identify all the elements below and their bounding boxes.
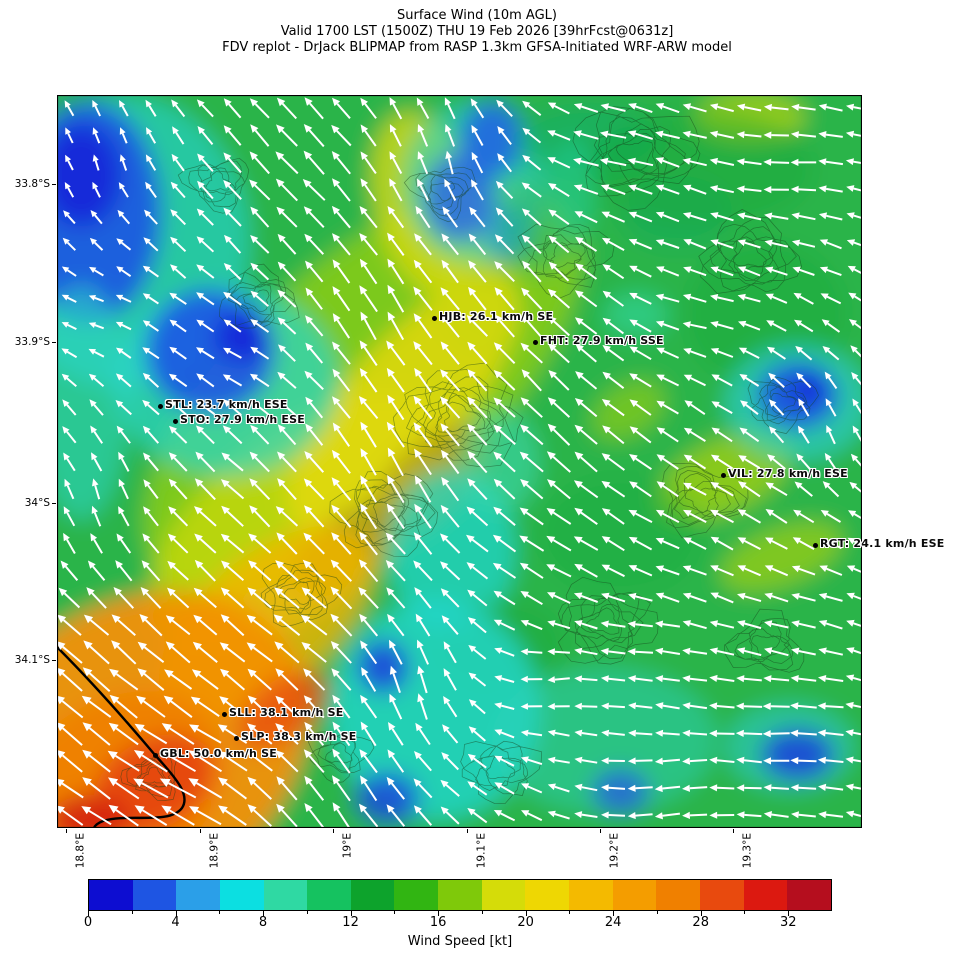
x-axis-tick	[733, 829, 734, 833]
colorbar-tick-value: 24	[604, 915, 622, 930]
colorbar-segment-0-2kt	[89, 880, 133, 910]
colorbar-tick-26	[656, 911, 658, 914]
y-axis-tick-label: 33.8°S	[14, 178, 50, 190]
colorbar-tick-32	[788, 911, 790, 916]
colorbar-label: Wind Speed [kt]	[407, 934, 513, 949]
x-axis-tick-label: 19.2°E	[608, 833, 620, 869]
colorbar-tick-22	[569, 911, 571, 914]
colorbar-segment-32-34kt	[787, 880, 831, 910]
colorbar-tick-value: 28	[692, 915, 709, 930]
x-axis-tick-label: 18.8°E	[74, 833, 86, 869]
x-axis-tick-label: 19.3°E	[741, 833, 753, 869]
colorbar-segment-28-30kt	[699, 880, 744, 910]
x-axis-tick	[600, 829, 601, 833]
wind-arrow-shafts	[61, 102, 862, 828]
y-axis-tick-label: 33.9°S	[14, 336, 50, 348]
colorbar-segment-20-22kt	[525, 880, 570, 910]
colorbar-tick-16	[438, 911, 440, 916]
coastline	[57, 645, 186, 828]
axes-frame	[57, 95, 862, 828]
colorbar-segment-8-10kt	[263, 880, 308, 910]
colorbar-tick-4	[175, 911, 177, 916]
colorbar-segment-2-4kt	[132, 880, 177, 910]
colorbar-tick-value: 4	[171, 915, 180, 930]
colorbar-tick-2	[131, 911, 133, 914]
colorbar-tick-18	[481, 911, 483, 914]
y-axis-tick-label: 34°S	[24, 497, 50, 509]
colorbar-tick-value: 8	[258, 915, 268, 930]
colorbar-tick-0	[88, 911, 89, 916]
y-axis-tick	[52, 184, 56, 185]
x-axis-tick-label: 19°E	[341, 833, 353, 859]
y-axis-tick	[52, 342, 56, 343]
colorbar-tick-8	[263, 911, 265, 916]
colorbar-tick-30	[744, 911, 746, 914]
x-axis-tick	[333, 829, 334, 833]
colorbar-segment-14-16kt	[394, 880, 439, 910]
wind-map-svg	[57, 95, 862, 828]
plot-model-source: FDV replot - DrJack BLIPMAP from RASP 1.…	[222, 40, 732, 55]
colorbar-segment-12-14kt	[350, 880, 395, 910]
colorbar-tick-value: 12	[342, 915, 359, 930]
colorbar-tick-14	[394, 911, 396, 914]
colorbar-tick-value: 0	[83, 915, 93, 930]
x-axis-tick-label: 19.1°E	[475, 833, 487, 869]
colorbar-tick-value: 16	[429, 915, 447, 930]
colorbar-segment-22-24kt	[569, 880, 613, 910]
colorbar-segment-16-18kt	[438, 880, 482, 910]
colorbar-tick-10	[306, 911, 308, 914]
colorbar-tick-12	[350, 911, 352, 916]
colorbar-segment-26-28kt	[656, 880, 700, 910]
colorbar-segment-30-32kt	[743, 880, 788, 910]
colorbar-tick-28	[700, 911, 702, 916]
y-axis-tick-label: 34.1°S	[14, 654, 50, 666]
x-axis-tick	[200, 829, 201, 833]
plot-valid-time: Valid 1700 LST (1500Z) THU 19 Feb 2026 […	[280, 24, 674, 39]
colorbar-tick-20	[525, 911, 527, 916]
wind-speed-field	[57, 95, 862, 828]
colorbar-segment-4-6kt	[176, 880, 220, 910]
x-axis-tick	[66, 829, 67, 833]
colorbar-segment-6-8kt	[219, 880, 264, 910]
colorbar-tick-24	[613, 911, 615, 916]
colorbar-segment-24-26kt	[612, 880, 657, 910]
plot-title: Surface Wind (10m AGL)	[397, 8, 557, 23]
y-axis-tick	[52, 503, 56, 504]
wind-arrows-layer	[57, 97, 862, 828]
colorbar	[88, 879, 832, 911]
colorbar-tick-value: 32	[779, 915, 797, 930]
colorbar-segment-10-12kt	[307, 880, 351, 910]
x-axis-tick-label: 18.9°E	[208, 833, 220, 869]
map-plot	[57, 95, 862, 828]
colorbar-segment-18-20kt	[481, 880, 526, 910]
colorbar-tick-value: 20	[517, 915, 534, 930]
x-axis-tick	[467, 829, 468, 833]
y-axis-tick	[52, 660, 56, 661]
colorbar-tick-6	[219, 911, 221, 914]
